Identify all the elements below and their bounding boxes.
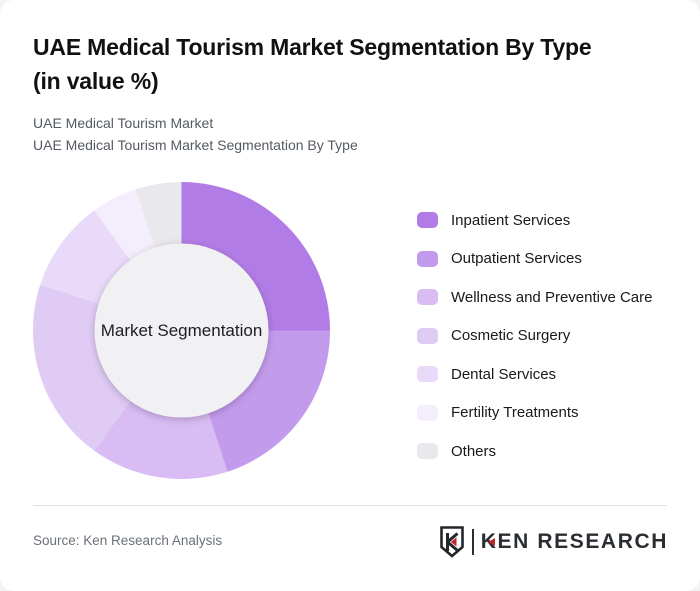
legend-swatch (417, 250, 438, 267)
legend-swatch (417, 212, 438, 228)
ken-research-shield-icon (439, 526, 464, 558)
legend-item-inpatient-services[interactable]: Inpatient Services (417, 211, 653, 229)
subtitle-line-1: UAE Medical Tourism Market (33, 115, 214, 131)
chart-legend: Inpatient Services Outpatient Services W… (417, 212, 653, 482)
logo-wordmark: KEN RESEARCH (481, 530, 668, 554)
legend-label: Inpatient Services (451, 211, 571, 229)
legend-swatch (417, 289, 438, 305)
source-text: Source: Ken Research Analysis (33, 533, 223, 548)
legend-swatch (417, 404, 438, 421)
legend-item-fertility-treatments[interactable]: Fertility Treatments (417, 404, 653, 421)
legend-label: Dental Services (451, 365, 557, 383)
legend-item-outpatient-services[interactable]: Outpatient Services (417, 250, 653, 267)
legend-item-dental-services[interactable]: Dental Services (417, 365, 653, 383)
logo-wordmark-text: KEN RESEARCH (480, 530, 668, 553)
footer-divider (33, 505, 667, 506)
donut-center-circle (94, 243, 269, 418)
chart-subtitle: UAE Medical Tourism Market UAE Medical T… (33, 112, 358, 156)
legend-item-others[interactable]: Others (417, 442, 653, 460)
ken-research-logo: KEN RESEARCH (439, 526, 668, 558)
logo-separator (471, 529, 474, 555)
legend-swatch (417, 443, 438, 459)
legend-label: Outpatient Services (451, 250, 582, 267)
legend-label: Wellness and Preventive Care (451, 288, 653, 306)
subtitle-line-2: UAE Medical Tourism Market Segmentation … (33, 137, 358, 153)
logo-k-triangle-icon (488, 538, 496, 546)
legend-label: Others (451, 442, 497, 460)
title-line-2: (in value %) (33, 68, 159, 94)
donut-chart: Market Segmentation (33, 182, 330, 479)
legend-item-cosmetic-surgery[interactable]: Cosmetic Surgery (417, 327, 653, 344)
legend-swatch (417, 327, 438, 344)
legend-swatch (417, 366, 438, 382)
title-line-1: UAE Medical Tourism Market Segmentation … (33, 34, 592, 60)
donut-center-label: Market Segmentation (101, 321, 263, 340)
legend-label: Cosmetic Surgery (451, 327, 571, 344)
legend-label: Fertility Treatments (451, 404, 579, 421)
legend-item-wellness-and-preventive-care[interactable]: Wellness and Preventive Care (417, 288, 653, 306)
page-title: UAE Medical Tourism Market Segmentation … (33, 30, 678, 98)
